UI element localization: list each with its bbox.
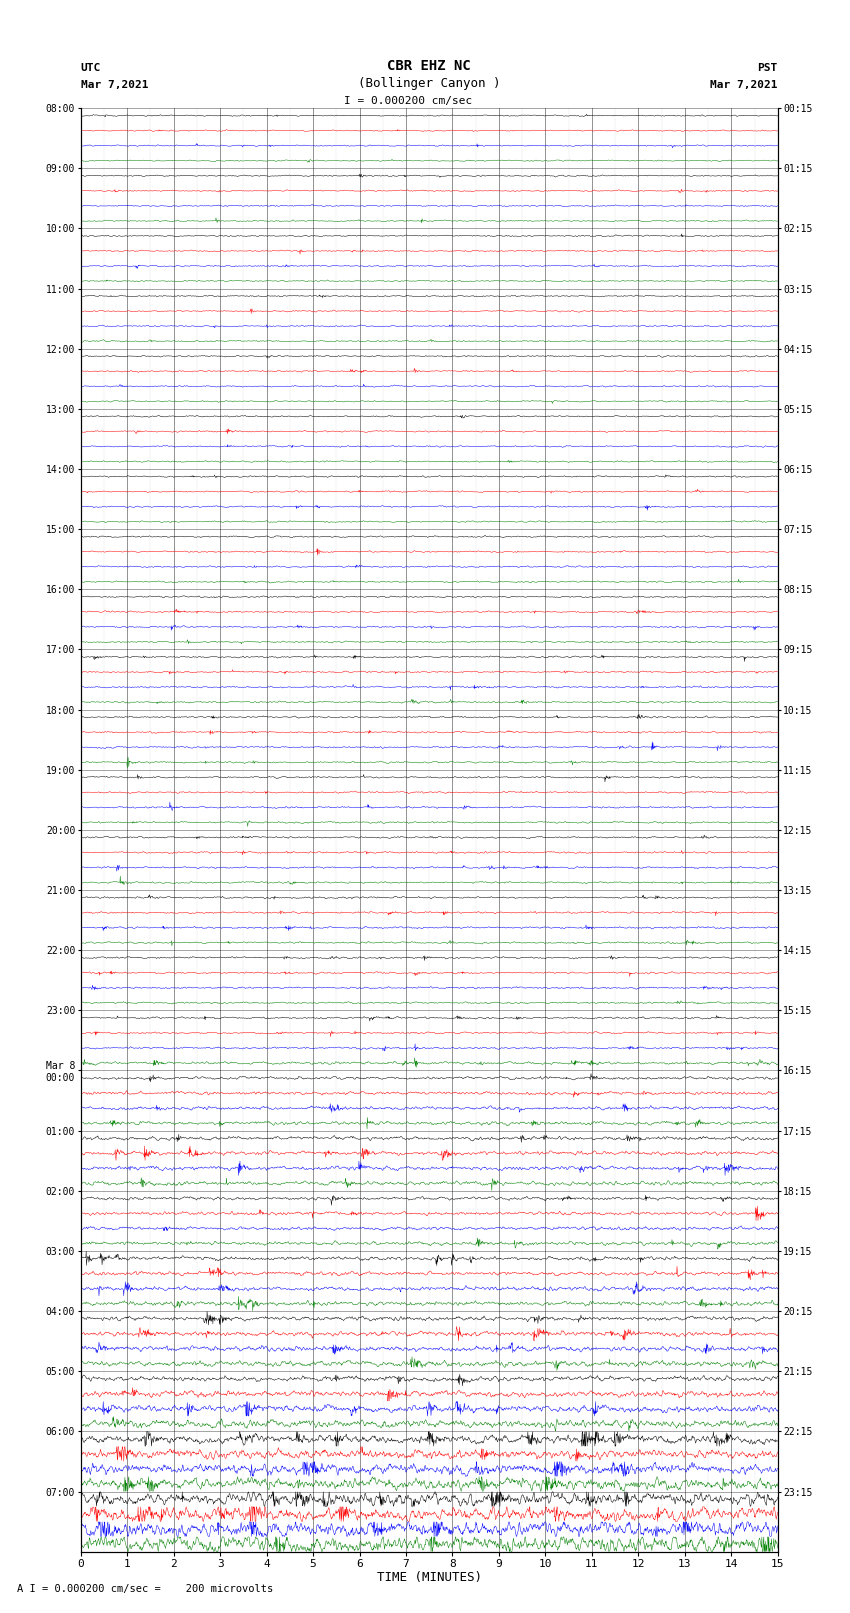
Text: CBR EHZ NC: CBR EHZ NC [388,58,471,73]
Text: Mar 7,2021: Mar 7,2021 [711,81,778,90]
Text: (Bollinger Canyon ): (Bollinger Canyon ) [358,77,501,90]
X-axis label: TIME (MINUTES): TIME (MINUTES) [377,1571,482,1584]
Text: UTC: UTC [81,63,101,73]
Text: I = 0.000200 cm/sec: I = 0.000200 cm/sec [344,97,472,106]
Text: A I = 0.000200 cm/sec =    200 microvolts: A I = 0.000200 cm/sec = 200 microvolts [17,1584,273,1594]
Text: PST: PST [757,63,778,73]
Text: Mar 7,2021: Mar 7,2021 [81,81,148,90]
